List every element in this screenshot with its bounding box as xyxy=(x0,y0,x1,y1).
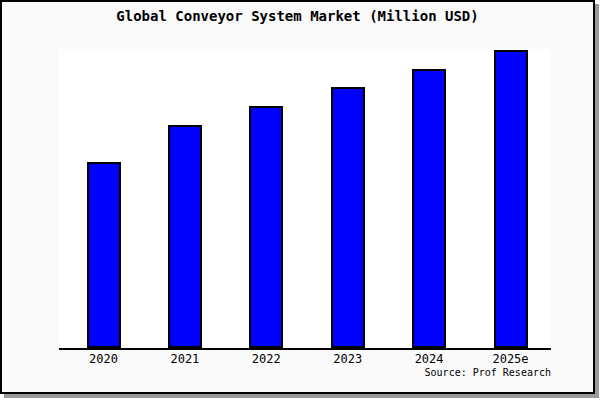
bar-2022 xyxy=(249,106,283,348)
chart-title: Global Conveyor System Market (Million U… xyxy=(2,8,593,24)
x-tick-label: 2020 xyxy=(64,353,144,366)
bar-2023 xyxy=(331,87,365,348)
x-tick-label: 2025e xyxy=(471,353,551,366)
bar-2021 xyxy=(168,125,202,348)
chart-frame: Global Conveyor System Market (Million U… xyxy=(0,0,595,394)
bar-2024 xyxy=(412,69,446,348)
plot-area xyxy=(59,49,551,350)
x-tick-label: 2024 xyxy=(389,353,469,366)
bar-2025e xyxy=(494,50,528,348)
bar-2020 xyxy=(87,162,121,348)
source-credit: Source: Prof Research xyxy=(425,366,551,379)
x-tick-label: 2022 xyxy=(226,353,306,366)
x-tick-label: 2021 xyxy=(145,353,225,366)
x-axis-line xyxy=(59,348,551,350)
x-tick-label: 2023 xyxy=(308,353,388,366)
